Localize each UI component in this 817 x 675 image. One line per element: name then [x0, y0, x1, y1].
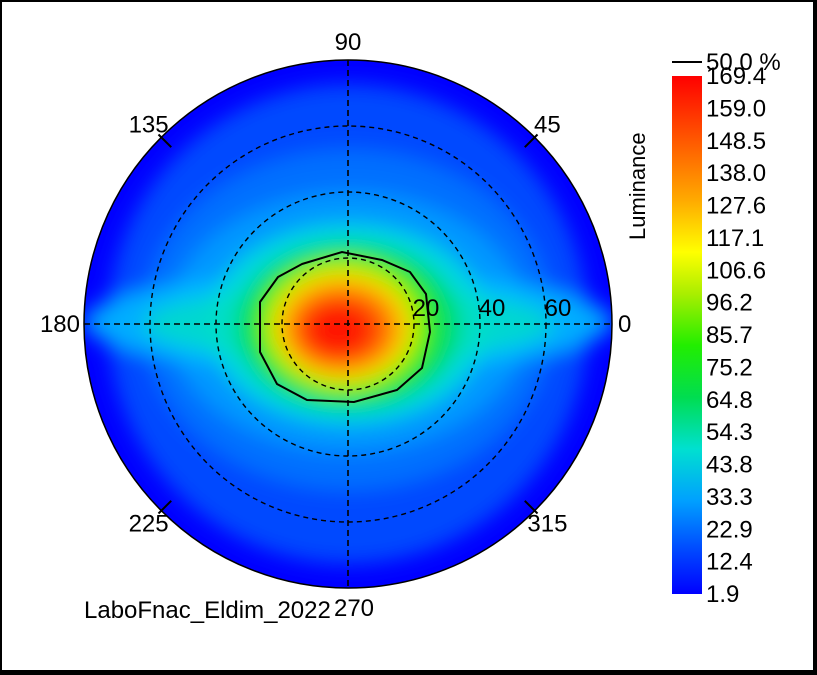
colorbar-tick-label: 117.1 — [706, 225, 764, 252]
angle-tick-135 — [157, 133, 172, 148]
colorbar-tick-label: 43.8 — [706, 452, 753, 479]
radial-label-40: 40 — [479, 295, 506, 322]
colorbar-tick-label: 12.4 — [706, 549, 753, 576]
angle-label-90: 90 — [335, 29, 362, 56]
colorbar-tick-label: 64.8 — [706, 387, 753, 414]
angle-label-45: 45 — [534, 112, 561, 139]
radial-label-60: 60 — [545, 295, 572, 322]
colorbar-tick-label: 85.7 — [706, 322, 753, 349]
colorbar-tick-label: 1.9 — [706, 581, 739, 608]
colorbar-tick-label: 96.2 — [706, 290, 753, 317]
angle-label-135: 135 — [129, 112, 169, 139]
angle-label-270: 270 — [334, 595, 374, 622]
colorbar-tick-label: 127.6 — [706, 193, 766, 220]
colorbar-tick-labels: 169.4 159.0 148.5 138.0 127.6 117.1 106.6 96.2 8… — [706, 63, 766, 608]
angle-label-315: 315 — [527, 510, 567, 537]
colorbar-tick-label: 159.0 — [706, 95, 766, 122]
radial-tick-labels: 20 40 60 — [413, 295, 572, 322]
angle-tick-45 — [524, 133, 539, 148]
angular-tick-labels: 0 45 90 135 180 225 270 315 — [40, 29, 631, 622]
radial-label-20: 20 — [413, 295, 440, 322]
angle-tick-225 — [157, 500, 172, 515]
contour-legend-label: 50.0 % — [706, 49, 781, 76]
angle-label-180: 180 — [40, 311, 80, 338]
caption: LaboFnac_Eldim_2022 — [84, 597, 331, 624]
angle-tick-315 — [524, 500, 539, 515]
colorbar-tick-label: 106.6 — [706, 257, 766, 284]
colorbar-tick-label: 22.9 — [706, 516, 753, 543]
colorbar-axis-label: Luminance — [625, 132, 650, 240]
polar-grid — [83, 59, 613, 589]
angle-label-225: 225 — [129, 510, 169, 537]
colorbar-tick-label: 33.3 — [706, 484, 753, 511]
colorbar-tick-label: 148.5 — [706, 128, 766, 155]
colorbar — [672, 76, 702, 594]
angle-label-0: 0 — [618, 311, 631, 338]
colorbar-tick-label: 54.3 — [706, 419, 753, 446]
contour-50-percent — [259, 250, 432, 404]
colorbar-tick-label: 138.0 — [706, 160, 766, 187]
colorbar-tick-label: 75.2 — [706, 354, 753, 381]
colorbar-tick-label: 169.4 — [706, 63, 766, 90]
